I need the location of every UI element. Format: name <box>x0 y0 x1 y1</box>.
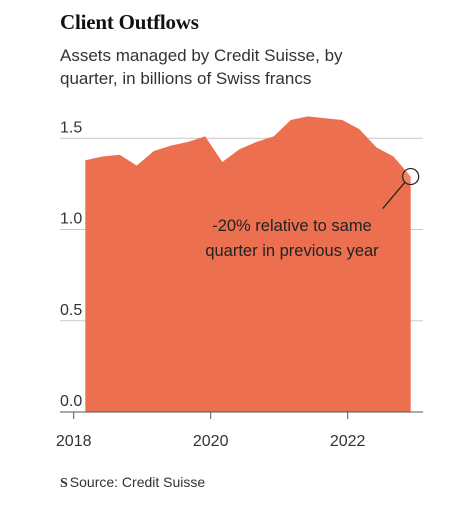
annotation-text: quarter in previous year <box>205 242 379 260</box>
y-tick-label: 1.5 <box>60 119 82 136</box>
chart-title: Client Outflows <box>60 10 199 34</box>
y-tick-label: 0.5 <box>60 302 82 319</box>
annotation-leader <box>382 182 406 209</box>
annotation-text: -20% relative to same <box>212 217 372 235</box>
publisher-logo: S <box>60 476 68 491</box>
x-tick-label: 2020 <box>193 433 229 450</box>
x-tick-label: 2022 <box>330 433 366 450</box>
y-tick-label: 0.0 <box>60 393 82 410</box>
area-series <box>85 116 411 413</box>
x-tick-label: 2018 <box>56 433 92 450</box>
y-tick-label: 1.0 <box>60 211 82 228</box>
source-note: S Source: Credit Suisse <box>60 474 205 492</box>
area-chart: 0.0 0.5 1.0 1.5 2018 2020 2022 -20% relative to… <box>56 116 423 450</box>
chart-subtitle: Assets managed by Credit Suisse, by quar… <box>60 46 343 88</box>
source-text: Source: Credit Suisse <box>69 474 206 490</box>
annotation-marker <box>402 167 420 186</box>
